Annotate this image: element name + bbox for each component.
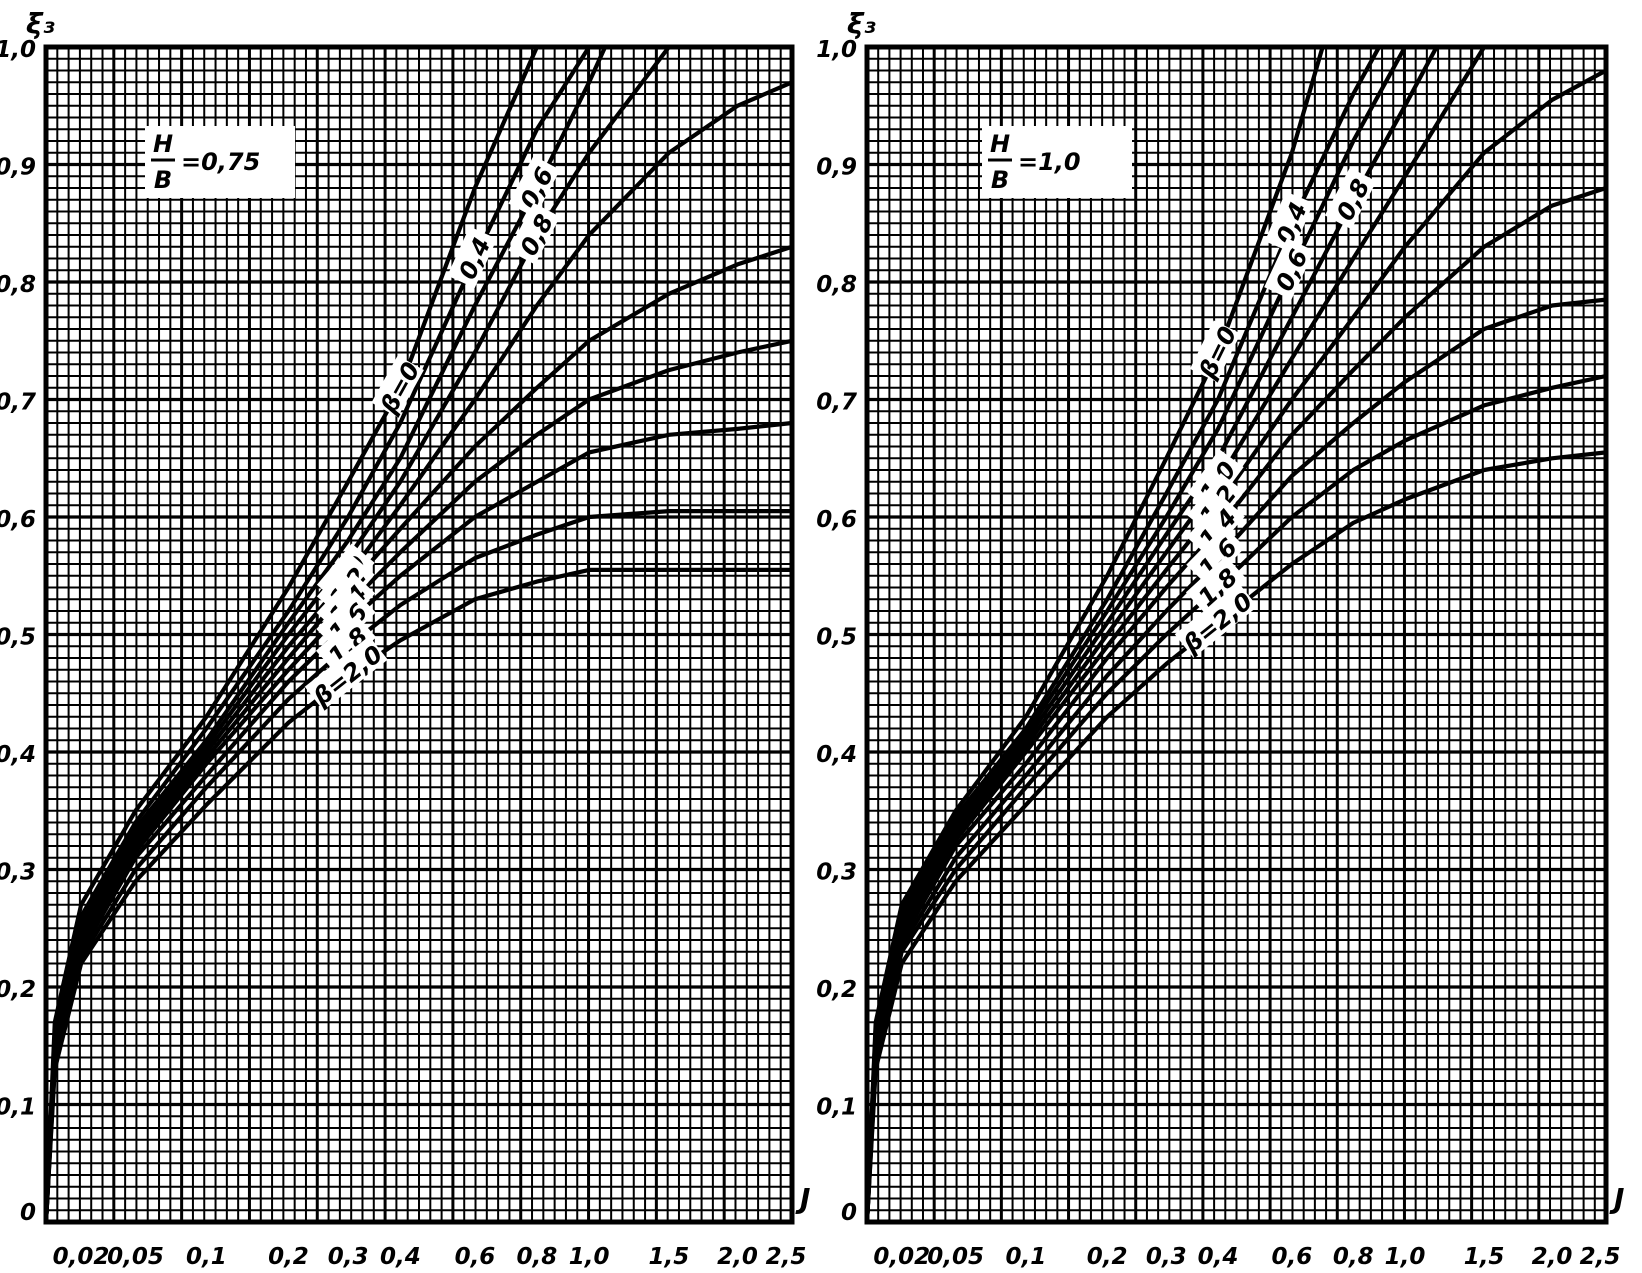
- y-tick-label: 0,2: [816, 977, 857, 1003]
- y-tick-label: 0,8: [816, 272, 857, 298]
- curve-label-bg: [1187, 472, 1245, 534]
- series-line: [864, 373, 1609, 1225]
- grid: [865, 45, 1608, 1224]
- series-line: [43, 420, 795, 1225]
- x-tick-label: 0,05: [927, 1244, 984, 1270]
- x-tick-label: 2,0: [1532, 1244, 1573, 1270]
- y-tick-label: 0,6: [0, 507, 36, 533]
- plot-frame: [864, 44, 1609, 1225]
- parameter-label: HB =1,0: [982, 126, 1132, 198]
- x-tick-label: 0,1: [1006, 1244, 1047, 1270]
- series-line: [43, 44, 539, 1225]
- series-line: [43, 338, 795, 1225]
- series-line: [43, 244, 795, 1225]
- x-tick-label: 1,5: [649, 1244, 690, 1270]
- y-tick-label: 0,2: [0, 977, 36, 1003]
- x-tick-label: 0,2: [1087, 1244, 1128, 1270]
- parameter-value: =0,75: [181, 148, 260, 176]
- y-tick-label: 0,9: [0, 155, 36, 181]
- x-tick-label: 1,0: [569, 1244, 610, 1270]
- x-tick-label: 0,1: [186, 1244, 227, 1270]
- curve-label-bg: [1174, 583, 1258, 658]
- x-tick-label: 0,02: [873, 1244, 930, 1270]
- x-tick-label: 0,3: [1146, 1244, 1187, 1270]
- curve-label-bg: [371, 355, 424, 418]
- series-line: [43, 509, 795, 1225]
- y-tick-label: 0,8: [0, 272, 36, 298]
- y-tick-label: 0,7: [816, 390, 857, 416]
- curve-label-bg: [1264, 238, 1315, 300]
- y-tick-label: 0: [20, 1200, 36, 1226]
- curve-label-bg: [447, 226, 497, 289]
- x-tick-label: 0,4: [380, 1244, 421, 1270]
- x-tick-label: 2,0: [717, 1244, 758, 1270]
- curve-label-bg: [1189, 320, 1241, 383]
- x-tick-label: 0,2: [268, 1244, 309, 1270]
- x-tick-label: 0,8: [516, 1244, 557, 1270]
- curve-label-bg: [315, 614, 377, 674]
- curve-label-bg: [316, 591, 376, 651]
- x-tick-label: 1,0: [1385, 1244, 1426, 1270]
- y-tick-label: 0,4: [816, 742, 857, 768]
- series-line: [864, 185, 1609, 1225]
- plot-frame: [43, 44, 795, 1225]
- y-tick-label: 0,4: [0, 742, 36, 768]
- y-tick-label: 0,1: [0, 1095, 36, 1121]
- series-line: [864, 297, 1609, 1225]
- parameter-denominator: B: [154, 166, 172, 194]
- chart-panel-left: 0 0,1 0,2 0,3 0,4 0,5 0,6 0,7 0,8 0,9 1,0 0,020,05 0…: [0, 7, 810, 1270]
- y-tick-label: 0,3: [816, 860, 857, 886]
- curve-label-bg: [1185, 556, 1247, 615]
- x-tick-label: 0,05: [107, 1244, 164, 1270]
- x-axis-title: J: [1609, 1182, 1624, 1215]
- curve-label-bg: [1186, 526, 1246, 586]
- y-tick-label: 1,0: [0, 37, 36, 63]
- x-tick-label: 0,4: [1198, 1244, 1239, 1270]
- curve-label-bg: [1264, 191, 1314, 253]
- x-tick-label: 2,5: [1580, 1244, 1621, 1270]
- parameter-label-bg: [982, 126, 1132, 198]
- parameter-numerator: H: [990, 130, 1010, 158]
- y-axis-title: ξ₃: [26, 7, 55, 40]
- y-axis-title: ξ₃: [847, 7, 876, 40]
- curve-label-bg: [508, 202, 561, 265]
- curve-label-bg: [508, 155, 561, 218]
- parameter-label: HB =0,75: [145, 126, 295, 198]
- y-tick-label: 0,3: [0, 860, 36, 886]
- x-tick-label: 0,3: [328, 1244, 369, 1270]
- x-axis-title: J: [795, 1182, 810, 1215]
- y-tick-label: 0,6: [816, 507, 857, 533]
- y-tick-label: 1,0: [816, 37, 857, 63]
- x-tick-label: 2,5: [766, 1244, 807, 1270]
- x-tick-label: 0,6: [1272, 1244, 1313, 1270]
- x-tick-label: 1,5: [1464, 1244, 1505, 1270]
- chart-panel-right: 0 0,1 0,2 0,3 0,4 0,5 0,6 0,7 0,8 0,9 1,0 0,020,05 0…: [816, 7, 1624, 1270]
- parameter-value: =1,0: [1018, 148, 1081, 176]
- curve-label-bg: [1186, 496, 1245, 557]
- parameter-denominator: B: [991, 166, 1009, 194]
- x-tick-label: 0,8: [1333, 1244, 1374, 1270]
- parameter-label-bg: [145, 126, 295, 198]
- y-tick-label: 0,5: [816, 625, 857, 651]
- x-tick-label: 0,6: [455, 1244, 496, 1270]
- curve-label-bg: [1324, 167, 1377, 230]
- y-tick-label: 0,9: [816, 155, 857, 181]
- parameter-numerator: H: [153, 130, 173, 158]
- series-line: [43, 80, 795, 1225]
- y-tick-label: 0: [841, 1200, 857, 1226]
- x-tick-label: 0,02: [53, 1244, 110, 1270]
- y-tick-label: 0,7: [0, 390, 36, 416]
- y-tick-label: 0,5: [0, 625, 36, 651]
- grid: [44, 45, 794, 1224]
- y-tick-label: 0,1: [816, 1095, 857, 1121]
- curve-label-bg: [304, 636, 388, 711]
